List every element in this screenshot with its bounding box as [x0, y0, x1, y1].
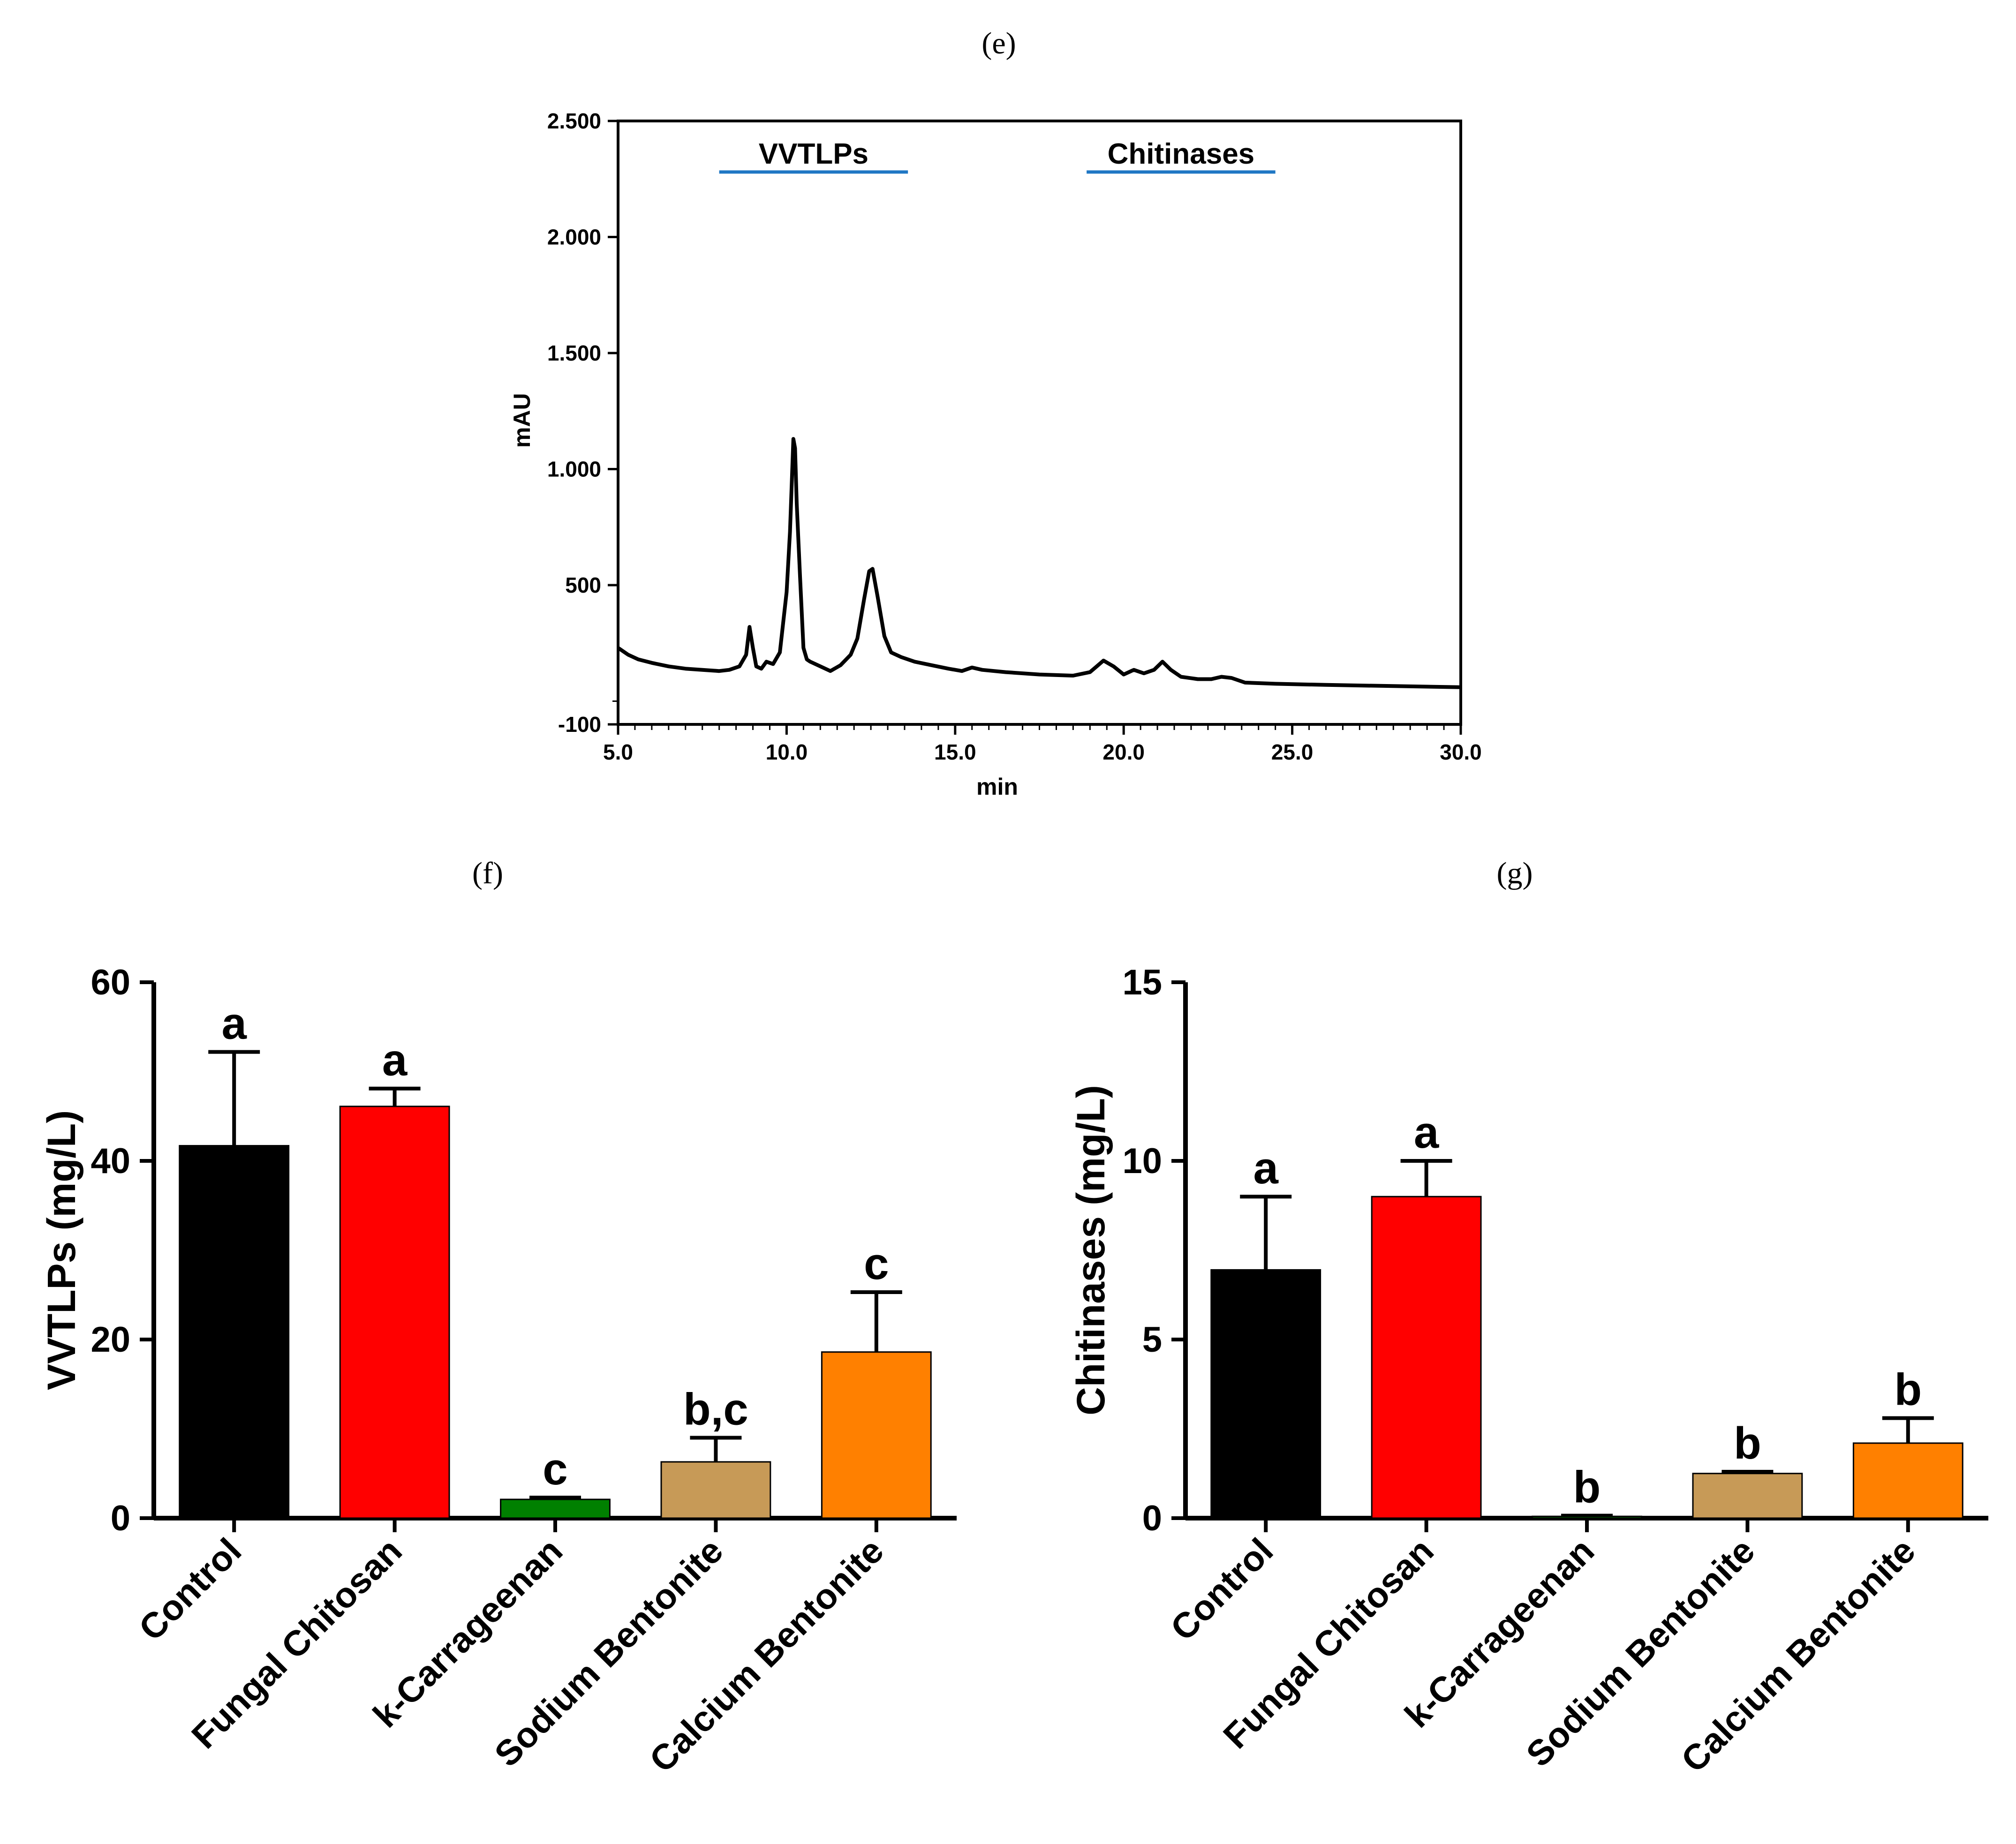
y-tick-label: 0: [111, 1498, 130, 1538]
chitinases-range-label: Chitinases: [1108, 138, 1255, 170]
significance-letter: b: [1573, 1462, 1601, 1513]
significance-letter: a: [1253, 1143, 1279, 1193]
y-tick-label: 20: [91, 1320, 130, 1360]
chromatogram-chart: 5.0 10.0 15.0 20.0 25.0 30.0 -100 500 1.000 1.500…: [509, 109, 1482, 800]
y-tick-label: 2.000: [547, 225, 601, 249]
x-tick-label: 30.0: [1440, 740, 1482, 764]
chromatogram-trace: [617, 437, 1461, 689]
x-tick-label: Control: [131, 1531, 249, 1648]
bar: [1371, 1196, 1482, 1519]
y-tick-label: 40: [91, 1141, 130, 1181]
bar: [179, 1145, 290, 1519]
x-axis-label: min: [976, 774, 1018, 800]
bar: [1532, 1515, 1642, 1519]
x-tick-label: 5.0: [603, 740, 633, 764]
significance-letter: a: [382, 1035, 408, 1085]
y-tick-label: -100: [558, 712, 601, 737]
y-tick-label: 500: [565, 573, 601, 597]
bar: [500, 1498, 611, 1519]
significance-letter: c: [543, 1444, 567, 1494]
significance-letter: c: [864, 1239, 889, 1289]
bar: [339, 1106, 450, 1519]
x-tick-label: 20.0: [1102, 740, 1145, 764]
y-tick-label: 2.500: [547, 109, 601, 133]
y-axis-label: mAU: [509, 393, 535, 448]
y-tick-label: 60: [91, 963, 130, 1002]
panel-label-f: (f): [472, 856, 503, 890]
plot-frame: [617, 120, 1462, 726]
panel-label-g: (g): [1496, 856, 1533, 890]
y-tick-label: 1.000: [547, 457, 601, 482]
y-axis-label: Chitinases (mg/L): [1069, 1085, 1113, 1415]
bar: [1210, 1269, 1321, 1519]
significance-letter: a: [1414, 1107, 1439, 1158]
significance-letter: b: [1894, 1365, 1922, 1415]
bar: [660, 1461, 771, 1519]
significance-letter: a: [222, 999, 247, 1049]
x-tick-label: 10.0: [766, 740, 808, 764]
panel-label-e: (e): [982, 26, 1016, 60]
y-tick-label: 10: [1122, 1141, 1162, 1181]
y-tick-label: 5: [1142, 1320, 1162, 1360]
x-tick-label: Control: [1163, 1531, 1281, 1648]
bar: [1692, 1473, 1803, 1519]
x-tick-label: 15.0: [934, 740, 976, 764]
y-tick-label: 0: [1142, 1498, 1162, 1538]
y-tick-label: 15: [1122, 963, 1162, 1002]
bar: [1852, 1442, 1963, 1519]
y-tick-label: 1.500: [547, 341, 601, 365]
y-axis-label: VVTLPs (mg/L): [39, 1110, 83, 1390]
significance-letter: b,c: [683, 1385, 748, 1435]
x-tick-label: 25.0: [1271, 740, 1314, 764]
bar: [821, 1351, 932, 1519]
vvtlps-range-label: VVTLPs: [759, 138, 868, 170]
significance-letter: b: [1734, 1418, 1761, 1468]
